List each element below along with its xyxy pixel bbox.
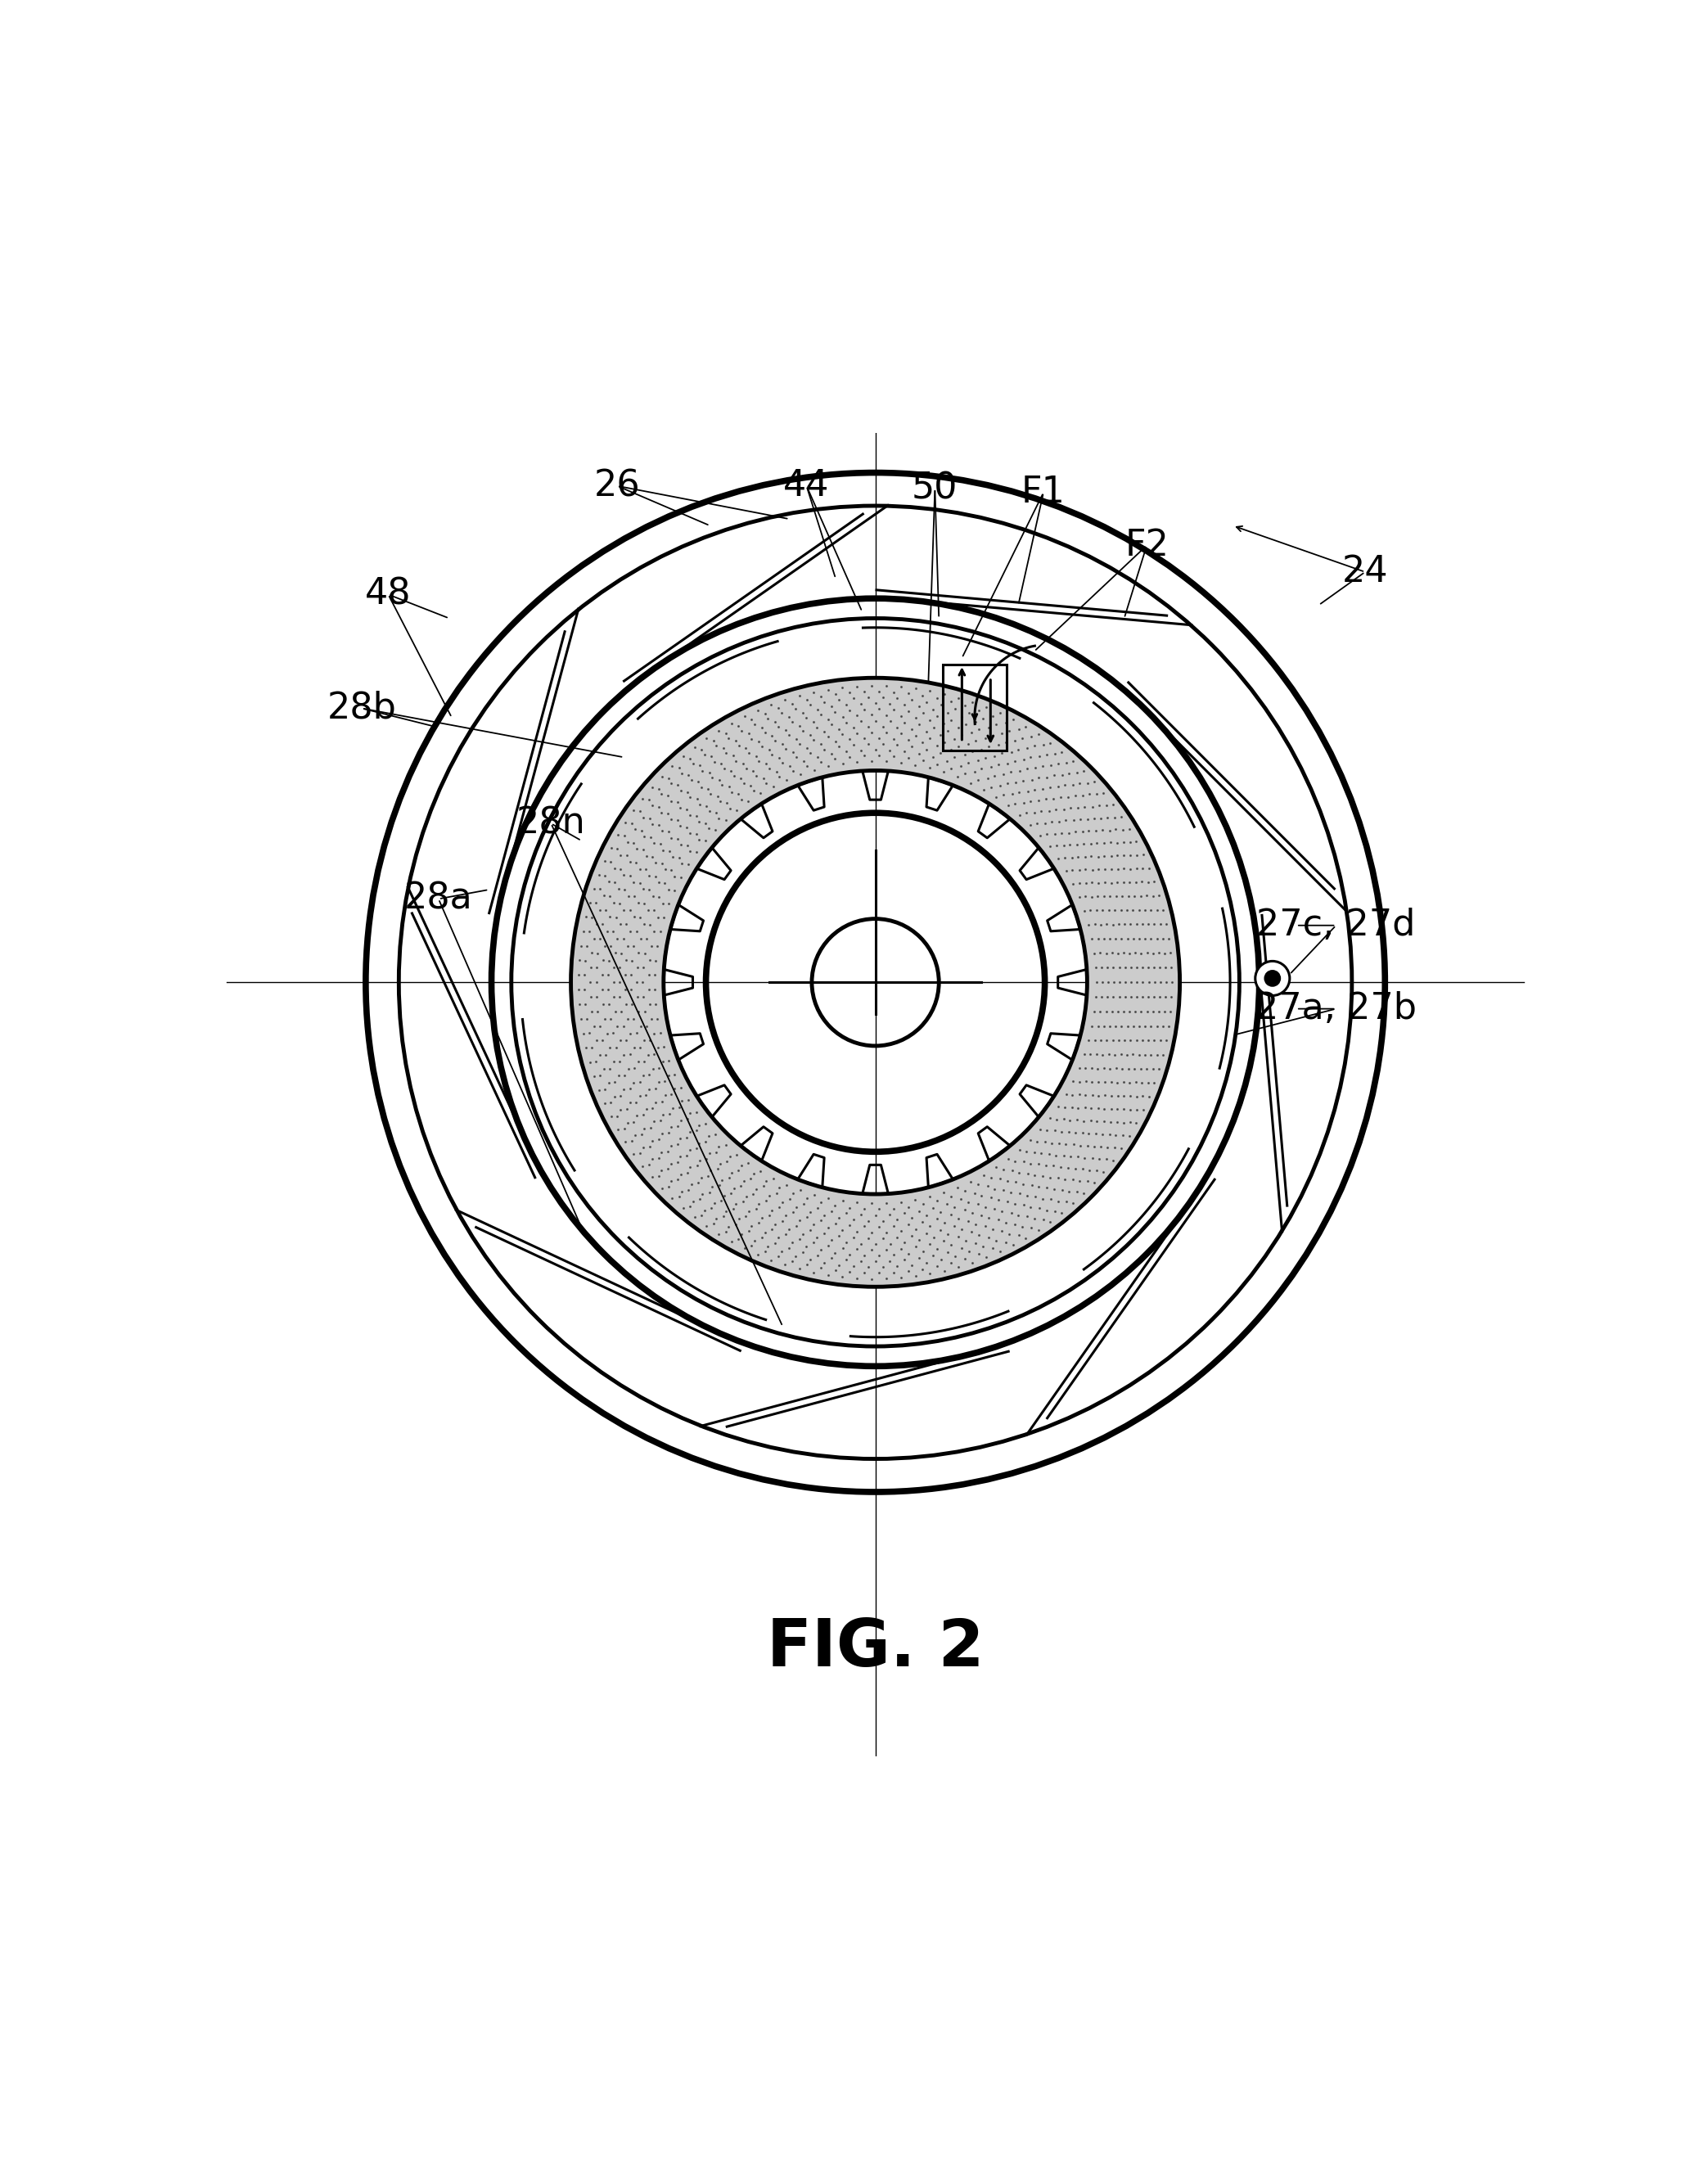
Text: 26: 26 [594,468,640,503]
Text: 48: 48 [366,577,412,611]
Text: FIG. 2: FIG. 2 [767,1615,984,1680]
Text: F1: F1 [1021,475,1066,509]
Text: 27c, 27d: 27c, 27d [1257,908,1416,943]
Text: 24: 24 [1342,555,1389,590]
Text: 44: 44 [784,468,830,503]
Bar [943,666,1006,750]
Text: 28n: 28n [516,806,586,841]
Text: 27a, 27b: 27a, 27b [1255,991,1416,1025]
Circle shape [1255,960,1290,995]
Text: 50: 50 [912,470,958,505]
Text: 28a: 28a [405,882,473,917]
Text: F2: F2 [1124,527,1168,564]
Circle shape [1266,971,1279,986]
Text: 28b: 28b [326,692,396,726]
